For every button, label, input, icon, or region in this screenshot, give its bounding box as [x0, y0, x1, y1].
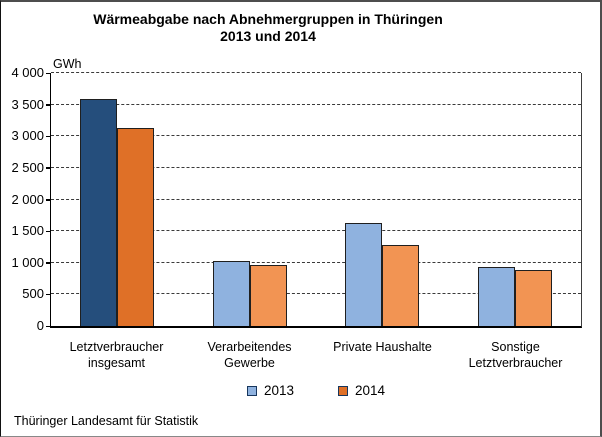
y-tick-label: 0: [36, 318, 44, 333]
y-tick-label: 2 500: [11, 159, 44, 175]
bar-2014-4: [514, 270, 552, 326]
y-tick-mark: [46, 135, 51, 138]
legend-swatch-icon: [246, 385, 257, 396]
bar-group-3: [316, 73, 449, 326]
bar-2013-2: [212, 260, 250, 326]
x-category-label-4: Sonstige Letztverbraucher: [468, 340, 563, 370]
bar-2014-2: [249, 265, 287, 326]
grid-line: [51, 261, 581, 263]
bar-groups: [51, 73, 581, 326]
grid-line: [51, 72, 581, 73]
grid-line: [51, 135, 581, 137]
bar-2013-3: [345, 223, 383, 326]
y-tick-label: 3 500: [11, 96, 44, 112]
chart-title: Wärmeabgabe nach Abnehmergruppen in Thür…: [1, 11, 535, 45]
grid-line: [51, 198, 581, 200]
grid-line: [51, 230, 581, 232]
y-tick-mark: [46, 262, 51, 264]
chart-title-line2: 2013 und 2014: [220, 28, 316, 44]
bar-group-1: [51, 73, 184, 326]
y-tick-label: 1 000: [11, 254, 44, 270]
legend-swatch-icon: [338, 385, 348, 396]
y-tick-mark: [46, 325, 51, 327]
y-tick-mark: [46, 293, 51, 296]
y-tick-mark: [46, 167, 51, 169]
x-category-label-3: Private Haushalte: [333, 340, 432, 354]
y-tick-label: 2 000: [11, 191, 44, 207]
legend-item-2014: 2014: [338, 383, 385, 398]
legend-item-2013: 2013: [246, 383, 294, 398]
bar-group-2: [184, 73, 317, 326]
x-category-label-1: Letztverbraucher insgesamt: [69, 340, 164, 370]
y-tick-label: 4 000: [11, 65, 44, 80]
x-category-label-2: Verarbeitendes Gewerbe: [207, 340, 292, 370]
bar-2014-1: [117, 128, 155, 326]
y-tick-label: 500: [22, 286, 44, 302]
y-tick-label: 1 500: [11, 223, 44, 239]
bar-2013-4: [477, 266, 515, 326]
bar-2014-3: [382, 244, 420, 326]
grid-line: [51, 166, 581, 168]
y-tick-mark: [46, 230, 51, 233]
source-note: Thüringer Landesamt für Statistik: [14, 414, 199, 428]
y-tick-mark: [46, 104, 51, 106]
grid-line: [51, 293, 581, 295]
grid-line: [51, 103, 581, 105]
x-axis-labels: Letztverbraucher insgesamt Verarbeitendes…: [50, 339, 582, 371]
plot-area: 0 500 1 000 1 500 2 000 2 500 3 000 3 500 4 000: [11, 66, 582, 332]
legend-label: 2014: [355, 383, 386, 398]
y-tick-mark: [46, 199, 51, 201]
bar-group-4: [449, 73, 582, 326]
y-tick-mark: [46, 72, 51, 74]
bar-2013-1: [80, 98, 118, 326]
legend: 2013 2014: [50, 383, 582, 398]
y-tick-label: 3 000: [11, 128, 44, 144]
y-axis-unit-label: GWh: [53, 57, 82, 71]
legend-label: 2013: [263, 383, 294, 398]
chart-title-line1: Wärmeabgabe nach Abnehmergruppen in Thür…: [93, 11, 443, 27]
